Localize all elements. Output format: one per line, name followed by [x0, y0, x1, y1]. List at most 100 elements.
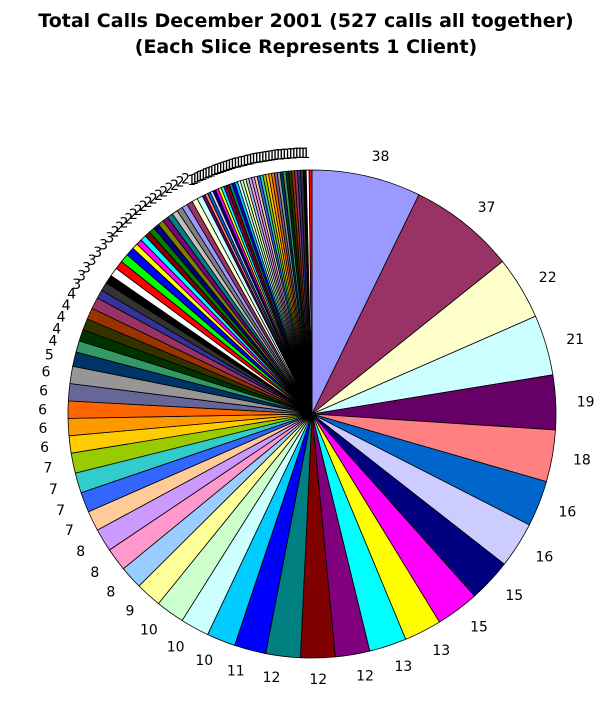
slice-label: 3	[93, 245, 102, 261]
slice-label: 2	[115, 220, 124, 236]
slice-label: 3	[105, 231, 114, 247]
slice-label: 1	[225, 158, 234, 174]
slice-label: 1	[216, 161, 225, 177]
slice-label: 1	[277, 147, 286, 163]
slice-label: 21	[566, 332, 584, 348]
slice-label: 1	[267, 149, 276, 165]
slice-label: 5	[45, 347, 54, 363]
slice-label: 2	[176, 175, 185, 191]
slice-label: 1	[222, 159, 231, 175]
slice-label: 1	[252, 151, 261, 167]
slice-label: 3	[82, 261, 91, 277]
slice-label: 8	[76, 544, 85, 560]
slice-label: 2	[120, 216, 129, 232]
slice-label: 1	[231, 156, 240, 172]
pie-slice	[311, 194, 504, 415]
slice-label: 22	[539, 270, 557, 286]
slice-label: 2	[149, 192, 158, 208]
pie-slice	[311, 169, 420, 415]
slice-label: 37	[478, 200, 496, 216]
chart-subtitle: (Each Slice Represents 1 Client)	[134, 36, 478, 58]
slice-label: 1	[283, 147, 292, 163]
slice-label: 1	[210, 163, 219, 179]
slice-label: 15	[505, 588, 523, 604]
slice-label: 1	[261, 149, 270, 165]
slice-label: 1	[298, 146, 307, 162]
slice-label: 1	[270, 148, 279, 164]
slice-label: 8	[106, 585, 115, 601]
slice-label: 16	[536, 549, 554, 565]
slice-label: 1	[207, 164, 216, 180]
slice-label: 12	[309, 672, 327, 688]
slice-label: 2	[165, 181, 174, 197]
slice-label: 2	[154, 188, 163, 204]
slice-label: 1	[301, 146, 310, 162]
slice-label: 1	[292, 146, 301, 162]
slice-label: 1	[258, 150, 267, 166]
slice-label: 6	[38, 421, 47, 437]
slice-label: 1	[190, 172, 199, 188]
slice-label: 1	[204, 165, 213, 181]
slice-label: 10	[195, 653, 213, 669]
slice-label: 12	[356, 668, 374, 684]
slice-label: 11	[227, 663, 245, 679]
slice-label: 2	[159, 184, 168, 200]
slice-label: 2	[129, 207, 138, 223]
slice-label: 1	[280, 147, 289, 163]
slice-label: 1	[264, 149, 273, 165]
slice-label: 3	[72, 277, 81, 293]
slice-label: 1	[289, 146, 298, 162]
slice-label: 1	[193, 170, 202, 186]
slice-label: 6	[39, 383, 48, 399]
slice-label: 2	[170, 178, 179, 194]
slice-label: 6	[41, 365, 50, 381]
slice-label: 1	[234, 155, 243, 171]
slice-label: 4	[67, 287, 76, 303]
slice-label: 1	[213, 162, 222, 178]
pie-slice	[308, 169, 313, 415]
slice-label: 4	[48, 334, 57, 350]
slice-label: 1	[196, 169, 205, 185]
slice-label: 1	[255, 151, 264, 167]
slice-label: 2	[139, 199, 148, 215]
slice-label: 1	[199, 168, 208, 184]
slice-label: 6	[40, 440, 49, 456]
slice-label: 1	[246, 152, 255, 168]
slice-label: 4	[62, 298, 71, 314]
slice-label: 1	[240, 154, 249, 170]
slice-label: 4	[52, 322, 61, 338]
slice-label: 7	[43, 460, 52, 476]
slice-label: 15	[470, 620, 488, 636]
slice-label: 10	[140, 623, 158, 639]
slice-label: 1	[219, 160, 228, 176]
slice-label: 1	[286, 147, 295, 163]
slice-label: 9	[125, 604, 134, 620]
slice-label: 2	[124, 211, 133, 227]
slice-label: 2	[144, 195, 153, 211]
slice-label: 13	[395, 659, 413, 675]
slice-label: 1	[295, 146, 304, 162]
slice-label: 1	[201, 167, 210, 183]
slice-label: 7	[49, 482, 58, 498]
slice-label: 1	[237, 155, 246, 171]
slice-label: 1	[273, 148, 282, 164]
slice-label: 38	[372, 149, 390, 165]
slice-label: 1	[228, 157, 237, 173]
slice-label: 2	[181, 172, 190, 188]
slice-label: 3	[99, 238, 108, 254]
slice-label: 2	[111, 225, 120, 241]
slice-label: 18	[573, 453, 591, 469]
slice-label: 12	[263, 670, 281, 686]
slice-label: 3	[88, 253, 97, 269]
slice-label: 4	[57, 310, 66, 326]
slice-label: 1	[187, 173, 196, 189]
slice-label: 6	[38, 402, 47, 418]
slice-label: 2	[134, 203, 143, 219]
slice-label: 13	[432, 643, 450, 659]
slice-label: 1	[243, 153, 252, 169]
slice-label: 7	[65, 523, 74, 539]
slice-label: 16	[559, 504, 577, 520]
chart-title: Total Calls December 2001 (527 calls all…	[38, 10, 574, 32]
slice-label: 10	[167, 639, 185, 655]
